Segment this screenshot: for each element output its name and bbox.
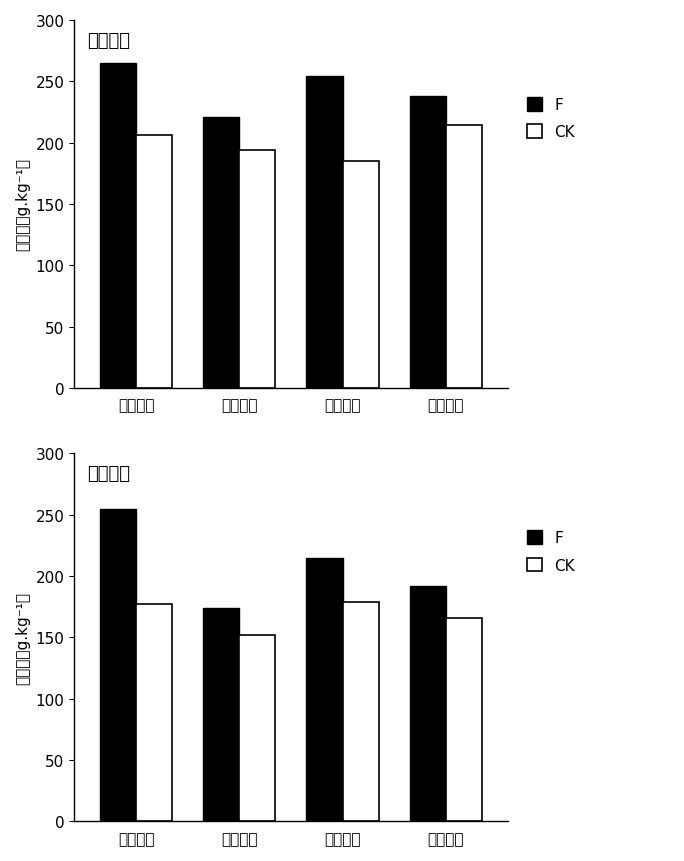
Text: 地下部分: 地下部分 [88,465,130,483]
Bar [203,608,239,821]
Bar [306,558,343,821]
Bar [100,509,136,821]
Bar [239,151,276,388]
Bar [343,162,379,388]
Bar [410,586,446,821]
Bar [239,635,276,821]
Bar [446,618,482,821]
Text: 地上部分: 地上部分 [88,32,130,50]
Bar [410,97,446,388]
Bar [100,64,136,388]
Bar [136,604,172,821]
Bar [306,77,343,388]
Legend: F, CK: F, CK [524,528,578,576]
Legend: F, CK: F, CK [524,95,578,143]
Y-axis label: 砂含量（g.kg⁻¹）: 砂含量（g.kg⁻¹） [15,592,30,684]
Bar [203,118,239,388]
Y-axis label: 砂含量（g.kg⁻¹）: 砂含量（g.kg⁻¹） [15,158,30,251]
Bar [446,127,482,388]
Bar [343,602,379,821]
Bar [136,136,172,388]
